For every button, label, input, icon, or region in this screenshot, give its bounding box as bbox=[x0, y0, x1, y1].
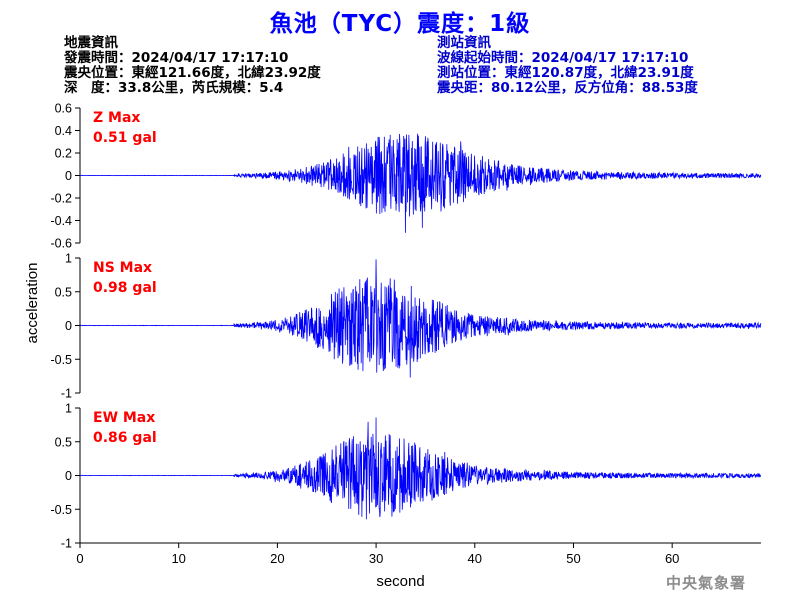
z-max-title: Z Max bbox=[93, 110, 141, 126]
ns-trace bbox=[79, 259, 762, 378]
z-y-tick-label: -0.4 bbox=[50, 214, 72, 228]
ns-y-tick-label: 1 bbox=[65, 252, 72, 266]
record-start-time: 波線起始時間：2024/04/17 17:17:10 bbox=[437, 50, 689, 66]
x-axis-label: second bbox=[376, 573, 424, 590]
ns-max-label: NS Max 0.98 gal bbox=[93, 258, 157, 298]
ew-max-label: EW Max 0.86 gal bbox=[93, 408, 157, 448]
epicentral-distance: 震央距：80.12公里，反方位角：88.53度 bbox=[437, 80, 698, 96]
ew-y-tick-label: 0.5 bbox=[55, 435, 72, 449]
ew-max-title: EW Max bbox=[93, 410, 156, 426]
x-tick-label: 20 bbox=[270, 551, 284, 566]
x-tick-label: 10 bbox=[171, 551, 185, 566]
ew-y-tick-label: 1 bbox=[65, 402, 72, 416]
ns-max-value: 0.98 gal bbox=[93, 280, 157, 296]
ns-max-title: NS Max bbox=[93, 260, 153, 276]
origin-time: 發震時間：2024/04/17 17:17:10 bbox=[64, 50, 289, 66]
earthquake-info-heading: 地震資訊 bbox=[64, 35, 118, 51]
y-axis-label: acceleration bbox=[24, 263, 41, 344]
ew-trace bbox=[79, 417, 762, 520]
z-y-tick-label: 0.2 bbox=[55, 147, 72, 161]
page-title: 魚池（TYC）震度：1級 bbox=[269, 11, 531, 37]
depth-magnitude: 深 度：33.8公里，芮氏規模：5.4 bbox=[64, 80, 284, 96]
x-tick-label: 40 bbox=[468, 551, 482, 566]
x-tick-label: 50 bbox=[566, 551, 580, 566]
z-trace bbox=[79, 133, 762, 233]
ns-y-tick-label: -0.5 bbox=[50, 353, 72, 367]
station-location: 測站位置：東經120.87度，北緯23.91度 bbox=[437, 65, 694, 81]
ns-y-tick-label: 0.5 bbox=[55, 285, 72, 299]
ns-y-tick-label: -1 bbox=[61, 387, 72, 401]
z-y-tick-label: 0.6 bbox=[55, 102, 72, 116]
z-y-tick-label: 0.4 bbox=[55, 124, 72, 138]
x-tick-label: 60 bbox=[665, 551, 679, 566]
ew-max-value: 0.86 gal bbox=[93, 430, 157, 446]
epicenter-location: 震央位置：東經121.66度，北緯23.92度 bbox=[64, 65, 321, 81]
station-info-heading: 測站資訊 bbox=[437, 35, 491, 51]
z-y-tick-label: 0 bbox=[65, 169, 72, 183]
ew-y-tick-label: -1 bbox=[61, 537, 72, 551]
earthquake-info-block: 地震資訊 發震時間：2024/04/17 17:17:10 震央位置：東經121… bbox=[64, 36, 321, 96]
z-max-value: 0.51 gal bbox=[93, 130, 157, 146]
z-y-tick-label: -0.2 bbox=[50, 192, 72, 206]
z-y-tick-label: -0.6 bbox=[50, 237, 72, 251]
station-info-block: 測站資訊 波線起始時間：2024/04/17 17:17:10 測站位置：東經1… bbox=[437, 36, 698, 96]
ew-y-tick-label: 0 bbox=[65, 469, 72, 483]
cwa-watermark: 中央氣象署 bbox=[665, 574, 746, 592]
ns-y-tick-label: 0 bbox=[65, 319, 72, 333]
x-tick-label: 30 bbox=[369, 551, 383, 566]
x-tick-label: 0 bbox=[76, 551, 83, 566]
ew-y-tick-label: -0.5 bbox=[50, 503, 72, 517]
z-max-label: Z Max 0.51 gal bbox=[93, 108, 157, 148]
